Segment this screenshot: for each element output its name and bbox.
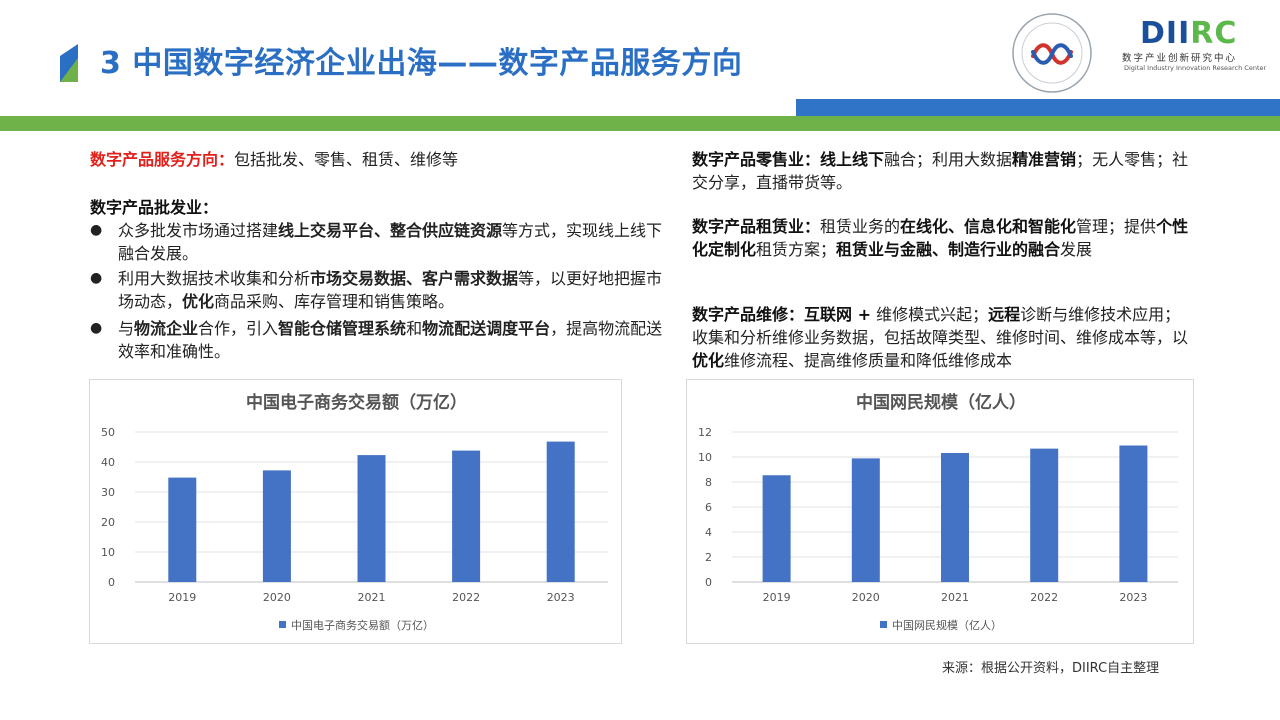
bar-2021 bbox=[357, 455, 386, 582]
y-tick-label: 30 bbox=[101, 486, 115, 499]
y-tick-label: 0 bbox=[705, 576, 712, 589]
source-note: 来源：根据公开资料，DIIRC自主整理 bbox=[942, 661, 1160, 676]
y-tick-label: 50 bbox=[101, 426, 115, 439]
y-tick-label: 10 bbox=[101, 546, 115, 559]
title-accent-mark bbox=[60, 44, 78, 82]
internet-users-chart: 中国网民规模（亿人） 0 2 4 6 8 10 12 2019 2020 2021 2022 2023 中… bbox=[698, 392, 1178, 632]
legend-label: 中国网民规模（亿人） bbox=[892, 618, 1002, 632]
x-tick-label: 2019 bbox=[168, 591, 196, 604]
intro-line: 数字产品服务方向：包括批发、零售、租赁、维修等 bbox=[90, 150, 459, 169]
page-title: 3 中国数字经济企业出海——数字产品服务方向 bbox=[100, 46, 743, 81]
x-tick-label: 2019 bbox=[763, 591, 791, 604]
bar-2019 bbox=[168, 477, 197, 582]
x-tick-label: 2023 bbox=[1119, 591, 1147, 604]
x-tick-label: 2022 bbox=[1030, 591, 1058, 604]
x-tick-label: 2020 bbox=[852, 591, 880, 604]
bullet-dot-icon: ● bbox=[90, 222, 103, 238]
y-tick-label: 6 bbox=[705, 501, 712, 514]
rental-paragraph: 数字产品租赁业：租赁业务的在线化、信息化和智能化管理；提供个性化定制化租赁方案；… bbox=[692, 217, 1189, 259]
y-tick-label: 0 bbox=[108, 576, 115, 589]
x-tick-label: 2020 bbox=[263, 591, 291, 604]
wholesale-heading: 数字产品批发业： bbox=[90, 198, 219, 217]
legend-label: 中国电子商务交易额（万亿） bbox=[291, 618, 434, 632]
diirc-logo-subtitle-en: Digital Industry Innovation Research Cen… bbox=[1124, 64, 1267, 72]
legend-swatch bbox=[880, 621, 887, 628]
chart-title: 中国电子商务交易额（万亿） bbox=[246, 392, 467, 413]
header-band-green bbox=[0, 116, 1280, 131]
y-tick-label: 4 bbox=[705, 526, 712, 539]
y-tick-label: 40 bbox=[101, 456, 115, 469]
diirc-logo-wordmark: DIIRC bbox=[1140, 16, 1238, 51]
bullet-dot-icon: ● bbox=[90, 270, 103, 286]
x-tick-label: 2022 bbox=[452, 591, 480, 604]
y-tick-label: 12 bbox=[698, 426, 712, 439]
chart-title: 中国网民规模（亿人） bbox=[856, 392, 1026, 413]
y-tick-label: 10 bbox=[698, 451, 712, 464]
bar-2021 bbox=[941, 453, 969, 582]
y-tick-label: 20 bbox=[101, 516, 115, 529]
x-tick-label: 2021 bbox=[358, 591, 386, 604]
diirc-logo: DIIRC 数字产业创新研究中心 Digital Industry Innova… bbox=[1118, 16, 1266, 76]
header-band-blue bbox=[796, 99, 1280, 116]
diirc-logo-subtitle: 数字产业创新研究中心 bbox=[1122, 53, 1238, 64]
netizens-chart-card: 中国网民规模（亿人） 0 2 4 6 8 10 12 2019 2020 2021 2022 2023 中… bbox=[686, 379, 1194, 644]
research-institute-seal-logo bbox=[1012, 13, 1092, 93]
legend-swatch bbox=[279, 621, 286, 628]
bar-2020 bbox=[262, 470, 291, 582]
retail-paragraph: 数字产品零售业：线上线下融合；利用大数据精准营销；无人零售；社交分享，直播带货等… bbox=[692, 150, 1189, 192]
bar-2023 bbox=[546, 441, 575, 582]
bar-2022 bbox=[1030, 448, 1059, 582]
ecommerce-chart-card: 中国电子商务交易额（万亿） 0 10 20 30 40 50 2019 2020 2021 2022… bbox=[89, 379, 622, 644]
bar-2022 bbox=[452, 450, 481, 582]
y-tick-label: 2 bbox=[705, 551, 712, 564]
bullet-dot-icon: ● bbox=[90, 320, 103, 336]
x-tick-label: 2021 bbox=[941, 591, 969, 604]
bar-2020 bbox=[851, 458, 880, 582]
ecommerce-volume-chart: 中国电子商务交易额（万亿） 0 10 20 30 40 50 2019 2020 2021 2022… bbox=[101, 392, 608, 632]
y-tick-label: 8 bbox=[705, 476, 712, 489]
repair-paragraph: 数字产品维修：互联网 + 维修模式兴起；远程诊断与维修技术应用；收集和分析维修业… bbox=[692, 305, 1189, 370]
bar-2023 bbox=[1119, 445, 1148, 582]
bar-2019 bbox=[762, 475, 791, 582]
x-tick-label: 2023 bbox=[547, 591, 575, 604]
